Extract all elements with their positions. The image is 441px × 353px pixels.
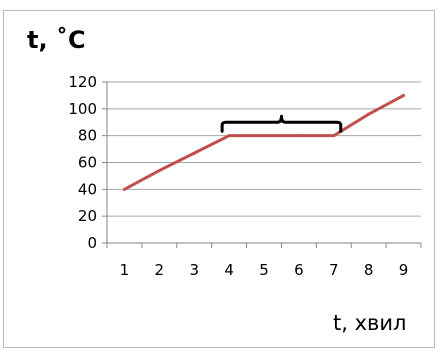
y-tick-label: 0 <box>87 234 97 252</box>
x-tick-label: 5 <box>259 261 269 279</box>
x-tick-label: 3 <box>189 261 199 279</box>
x-tick-label: 9 <box>399 261 409 279</box>
y-tick-label: 120 <box>68 73 97 91</box>
x-tick-label: 2 <box>155 261 165 279</box>
y-tick-label: 80 <box>78 127 97 145</box>
x-tick-label: 6 <box>294 261 304 279</box>
x-tick-label: 4 <box>224 261 234 279</box>
plateau-brace <box>220 114 343 133</box>
data-point <box>402 93 406 97</box>
data-point <box>157 169 161 173</box>
x-tick-label: 8 <box>364 261 374 279</box>
x-tick-label: 7 <box>329 261 339 279</box>
data-point <box>227 134 231 138</box>
chart-title: t, ˚C <box>27 26 86 54</box>
data-point <box>262 134 266 138</box>
data-point <box>297 134 301 138</box>
x-tick-label: 1 <box>120 261 130 279</box>
data-point <box>192 151 196 155</box>
y-tick-label: 100 <box>68 100 97 118</box>
series-line <box>122 93 406 191</box>
data-point <box>332 134 336 138</box>
data-point <box>367 112 371 116</box>
data-point <box>122 187 126 191</box>
chart-frame <box>3 10 435 348</box>
y-tick-label: 20 <box>78 207 97 225</box>
y-tick-label: 60 <box>78 154 97 172</box>
x-axis-title: t, хвил <box>333 311 407 335</box>
y-tick-label: 40 <box>78 180 97 198</box>
